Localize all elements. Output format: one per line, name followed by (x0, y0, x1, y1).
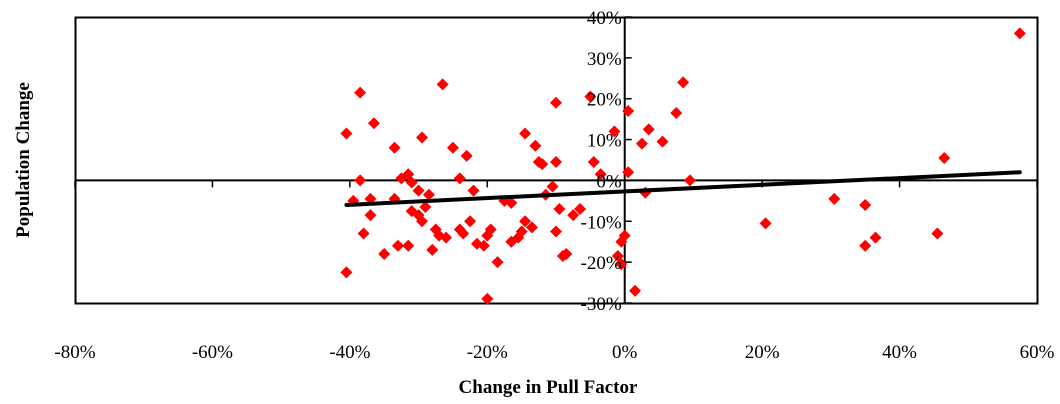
data-point (629, 284, 642, 297)
data-point (388, 141, 401, 154)
data-point (426, 243, 439, 256)
data-point (367, 117, 380, 130)
data-point (550, 156, 562, 169)
data-point (477, 239, 490, 252)
data-point (584, 90, 597, 103)
data-point (354, 174, 367, 187)
data-point (1013, 27, 1026, 40)
data-point (405, 176, 418, 189)
y-tick-label: 10% (587, 131, 622, 152)
y-tick-label: -30% (581, 294, 622, 315)
y-tick-labels: 40% 30% 20% 10% 0% -10% -20% -30% (581, 8, 622, 315)
data-point (419, 200, 432, 213)
data-point (467, 184, 480, 197)
y-tick-label: -10% (581, 212, 622, 233)
data-point (481, 292, 494, 305)
data-point (519, 127, 532, 140)
data-point (618, 229, 631, 242)
data-point (622, 166, 635, 179)
data-point (859, 239, 872, 252)
data-point (677, 76, 690, 89)
data-point (457, 227, 470, 240)
x-tick-label: -40% (329, 342, 370, 363)
data-point (931, 227, 944, 240)
data-point (340, 266, 353, 279)
data-point (546, 180, 559, 193)
data-point (683, 174, 696, 187)
plot-area (74, 16, 1039, 305)
data-point (436, 78, 449, 91)
data-point (460, 149, 473, 162)
data-point (354, 86, 367, 99)
data-point (525, 221, 538, 234)
data-point (446, 141, 459, 154)
data-point (642, 123, 655, 136)
data-point (550, 225, 562, 238)
data-point (828, 192, 841, 205)
data-point (608, 125, 621, 138)
data-point (529, 139, 542, 152)
data-point (340, 127, 353, 140)
data-point (416, 215, 429, 228)
data-point (567, 209, 580, 222)
data-point (357, 227, 370, 240)
y-tick-label: 20% (587, 90, 622, 111)
x-tick-labels: -80% -60% -40% -20% 0% 20% 40% 60% (54, 342, 1054, 363)
x-tick-label: -80% (54, 342, 95, 363)
x-tick-label: 60% (1020, 342, 1055, 363)
data-point (505, 196, 518, 209)
data-point (491, 256, 504, 269)
data-point (364, 209, 377, 222)
data-point (594, 168, 607, 181)
data-point (440, 231, 453, 244)
data-point (484, 223, 497, 236)
data-points (340, 27, 1026, 305)
y-tick-label: 0% (596, 171, 622, 192)
data-point (656, 135, 669, 148)
data-point (391, 239, 404, 252)
data-point (869, 231, 882, 244)
data-point (550, 96, 562, 109)
data-point (759, 217, 772, 230)
data-point (670, 107, 683, 120)
x-tick-label: 20% (745, 342, 780, 363)
y-axis-title: Population Change (13, 82, 34, 238)
data-point (519, 215, 532, 228)
data-point (574, 203, 587, 216)
y-tick-label: 30% (587, 49, 622, 70)
data-point (378, 247, 391, 260)
x-axis-title: Change in Pull Factor (459, 377, 638, 398)
data-point (587, 156, 600, 169)
data-point (938, 151, 951, 164)
data-point (453, 172, 466, 185)
axis-ticks (74, 16, 1038, 304)
x-tick-label: 40% (882, 342, 917, 363)
x-tick-label: 0% (612, 342, 638, 363)
trendline (344, 170, 1022, 207)
data-point (515, 225, 528, 238)
x-tick-label: -20% (467, 342, 508, 363)
data-point (859, 198, 872, 211)
data-point (464, 215, 477, 228)
x-tick-label: -60% (192, 342, 233, 363)
y-tick-label: 40% (587, 8, 622, 29)
data-point (416, 131, 429, 144)
data-point (615, 258, 628, 271)
trendline-line (344, 170, 1022, 207)
data-point (536, 158, 549, 171)
data-point (422, 188, 435, 201)
data-point (553, 203, 566, 216)
data-point (412, 184, 425, 197)
y-tick-label: -20% (581, 253, 622, 274)
data-point (402, 239, 415, 252)
data-point (635, 137, 648, 150)
data-point (560, 247, 573, 260)
data-point (622, 104, 635, 117)
